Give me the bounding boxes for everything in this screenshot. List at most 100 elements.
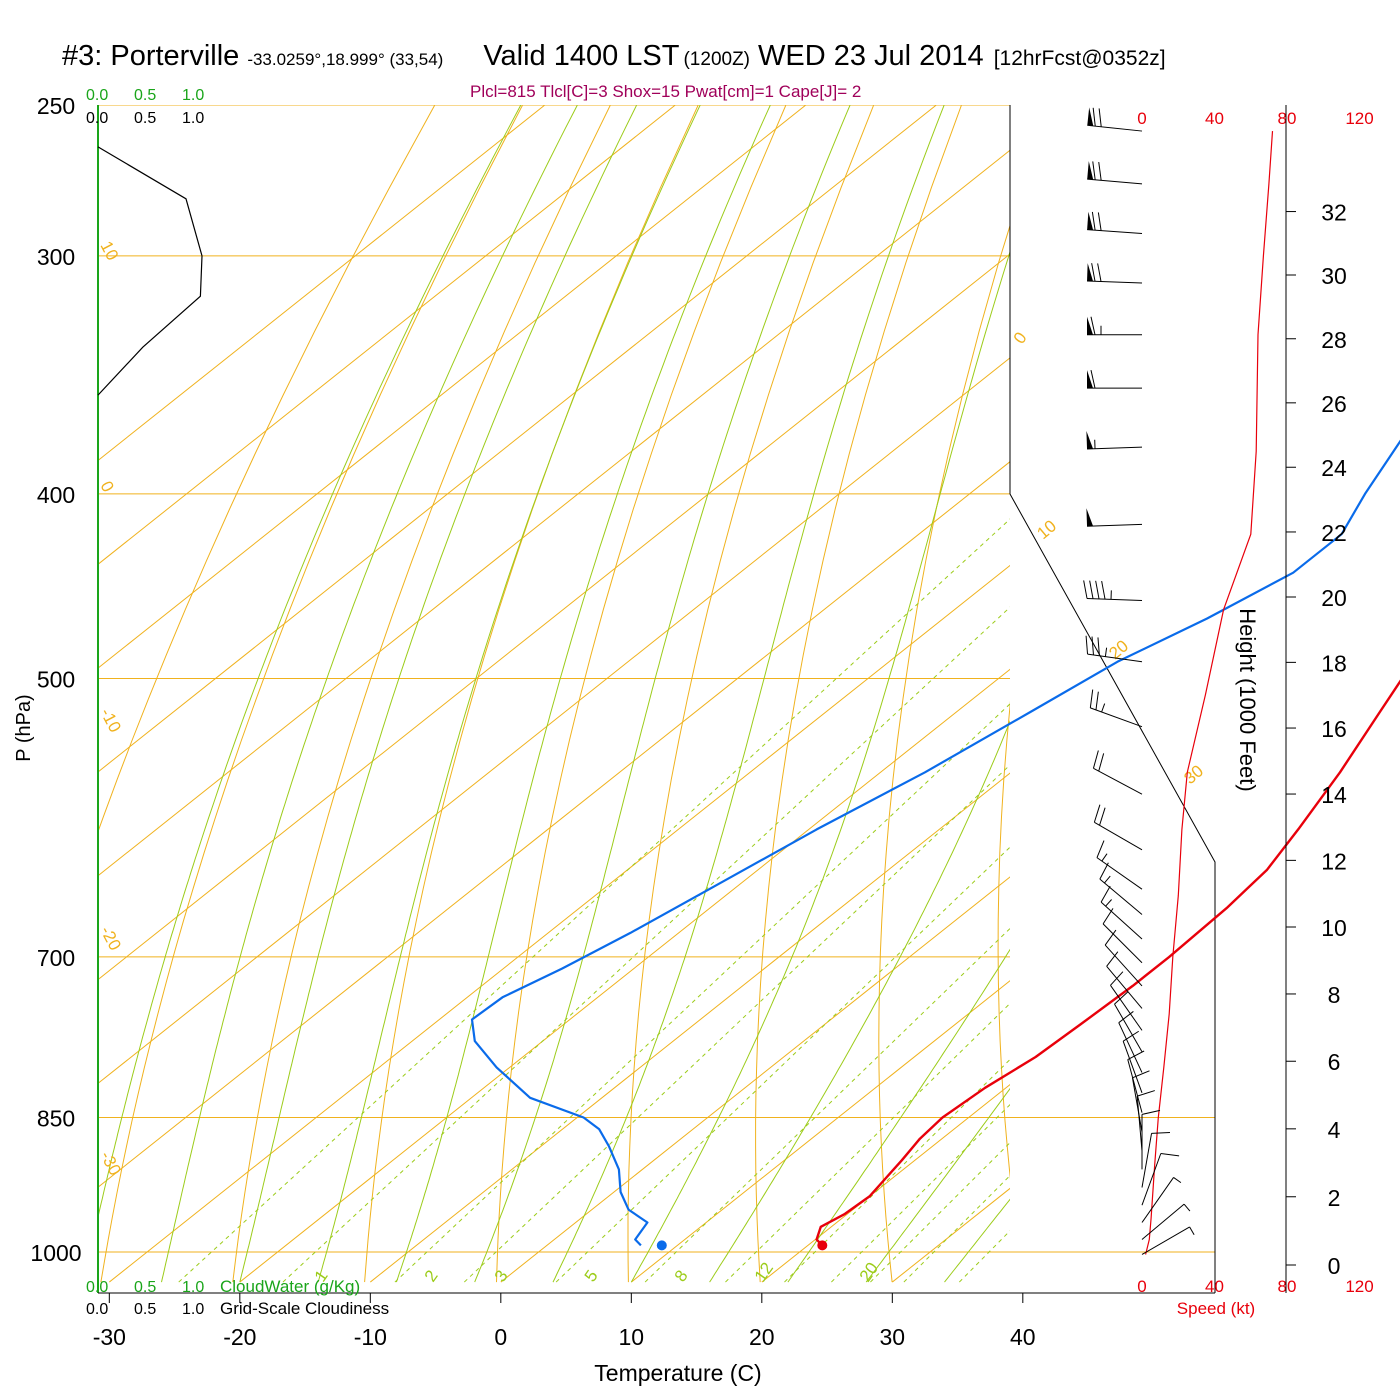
temperature-tick-label: -20 bbox=[223, 1324, 256, 1350]
pressure-label: 300 bbox=[37, 244, 75, 270]
moist-adiabat bbox=[161, 105, 578, 1283]
surface-temperature-dot bbox=[817, 1240, 828, 1251]
moist-adiabat bbox=[98, 105, 522, 1220]
temperature-profile bbox=[815, 679, 1400, 1247]
wind-barb bbox=[1122, 1030, 1143, 1094]
wind-barb bbox=[1131, 1070, 1150, 1133]
wind-barb bbox=[1102, 908, 1143, 964]
dry-adiabat-label: 20 bbox=[1105, 636, 1132, 663]
isotherm-line bbox=[500, 876, 1010, 1283]
isotherm-line bbox=[98, 149, 1010, 877]
dry-adiabat bbox=[232, 105, 611, 1283]
dewpoint-profile bbox=[470, 439, 1400, 1247]
dry-adiabat-label: 0 bbox=[1010, 329, 1031, 348]
cloudiness-profile bbox=[97, 146, 203, 396]
mixing-ratio-line bbox=[784, 1058, 1010, 1283]
valid-date: WED 23 Jul 2014 bbox=[758, 40, 984, 72]
mixing-ratio-label: 12 bbox=[751, 1259, 777, 1285]
mixing-ratio-label: 20 bbox=[856, 1259, 882, 1285]
mixing-ratio-label: 2 bbox=[421, 1267, 442, 1286]
wind-barb bbox=[1087, 369, 1142, 389]
top-cloudiness-label: 0.5 bbox=[134, 110, 156, 127]
mixing-ratio-line bbox=[282, 606, 1010, 1283]
moist-adiabat bbox=[787, 948, 1010, 1283]
moist-adiabat bbox=[865, 1087, 1010, 1283]
isotherm-line bbox=[98, 105, 807, 669]
wind-speed-profile bbox=[1145, 131, 1274, 1255]
dry-adiabat-label: 10 bbox=[96, 238, 122, 264]
isotherm-line bbox=[98, 105, 937, 773]
top-cloudwater-label: 1.0 bbox=[182, 87, 204, 104]
moist-adiabat bbox=[239, 105, 638, 1283]
wind-barb bbox=[1089, 689, 1143, 728]
y-axis-title: P (hPa) bbox=[13, 694, 35, 761]
temperature-tick-label: 0 bbox=[494, 1324, 507, 1350]
bottom-cloudiness-label: 0.0 bbox=[86, 1301, 108, 1318]
height-tick-label: 0 bbox=[1328, 1253, 1341, 1279]
wind-barb bbox=[1087, 107, 1143, 132]
wind-barb bbox=[1141, 1132, 1170, 1188]
speed-top-label: 120 bbox=[1345, 109, 1373, 128]
wind-barb bbox=[1099, 862, 1143, 915]
wind-panel-boundary bbox=[1009, 105, 1216, 1293]
dry-adiabat-label: 30 bbox=[1180, 761, 1207, 788]
dry-adiabat-label: -20 bbox=[96, 923, 124, 954]
mixing-ratio-label: 5 bbox=[581, 1267, 602, 1286]
dry-adiabat bbox=[100, 105, 524, 1283]
bottom-cloudwater-label: 0.0 bbox=[86, 1279, 108, 1296]
top-cloudiness-label: 1.0 bbox=[182, 110, 204, 127]
height-tick-label: 14 bbox=[1321, 782, 1347, 808]
dry-adiabat-label: -10 bbox=[96, 705, 124, 736]
wind-barb bbox=[1118, 1011, 1143, 1073]
pressure-label: 250 bbox=[37, 93, 75, 119]
height-tick-label: 16 bbox=[1321, 716, 1347, 742]
mixing-ratio-line bbox=[725, 1002, 1010, 1283]
dry-adiabat bbox=[98, 105, 436, 834]
wind-barb bbox=[1087, 263, 1143, 284]
station-coords: -33.0259°,18.999° (33,54) bbox=[247, 50, 444, 69]
temperature-tick-label: 10 bbox=[619, 1324, 645, 1350]
station-name: #3: Porterville bbox=[62, 40, 240, 72]
speed-bottom-label: 40 bbox=[1205, 1277, 1224, 1296]
isotherm-line bbox=[109, 564, 1010, 1283]
speed-axis-title: Speed (kt) bbox=[1177, 1299, 1255, 1318]
pressure-label: 1000 bbox=[30, 1240, 81, 1266]
height-tick-label: 10 bbox=[1321, 915, 1347, 941]
dry-adiabat bbox=[878, 224, 1010, 1283]
isotherm-line bbox=[98, 105, 546, 462]
wind-barb bbox=[1086, 430, 1143, 450]
wind-barb bbox=[1092, 750, 1143, 795]
height-tick-label: 2 bbox=[1328, 1185, 1341, 1211]
temperature-tick-label: 30 bbox=[880, 1324, 906, 1350]
wind-barb bbox=[1083, 580, 1143, 601]
dry-adiabat-label: 0 bbox=[96, 478, 117, 495]
temperature-tick-label: 40 bbox=[1010, 1324, 1036, 1350]
wind-barb bbox=[1104, 929, 1143, 987]
height-axis-title: Height (1000 Feet) bbox=[1235, 608, 1260, 791]
mixing-ratio-line bbox=[555, 846, 1010, 1283]
moist-adiabat bbox=[709, 720, 1010, 1283]
isotherm-line bbox=[239, 668, 1010, 1283]
speed-top-label: 80 bbox=[1278, 109, 1297, 128]
mixing-ratio-line bbox=[463, 764, 1010, 1283]
wind-barb bbox=[1114, 991, 1143, 1052]
temperature-tick-label: -30 bbox=[93, 1324, 126, 1350]
isotherm-line bbox=[761, 1083, 1010, 1283]
isotherm-line bbox=[98, 105, 676, 565]
top-cloudwater-label: 0.5 bbox=[134, 87, 156, 104]
isotherm-line bbox=[631, 980, 1010, 1283]
height-tick-label: 20 bbox=[1321, 585, 1347, 611]
height-tick-label: 30 bbox=[1321, 263, 1347, 289]
height-tick-label: 32 bbox=[1321, 200, 1347, 226]
wind-barb bbox=[1096, 840, 1143, 890]
wind-barb bbox=[1141, 1109, 1161, 1170]
dry-adiabat bbox=[364, 105, 699, 1283]
speed-bottom-label: 80 bbox=[1278, 1277, 1297, 1296]
height-tick-label: 4 bbox=[1328, 1117, 1341, 1143]
height-tick-label: 6 bbox=[1328, 1049, 1341, 1075]
mixing-ratio-line bbox=[958, 1230, 1010, 1283]
dry-adiabat bbox=[496, 105, 787, 1283]
mixing-ratio-line bbox=[394, 703, 1010, 1283]
wind-barb bbox=[1100, 885, 1143, 940]
